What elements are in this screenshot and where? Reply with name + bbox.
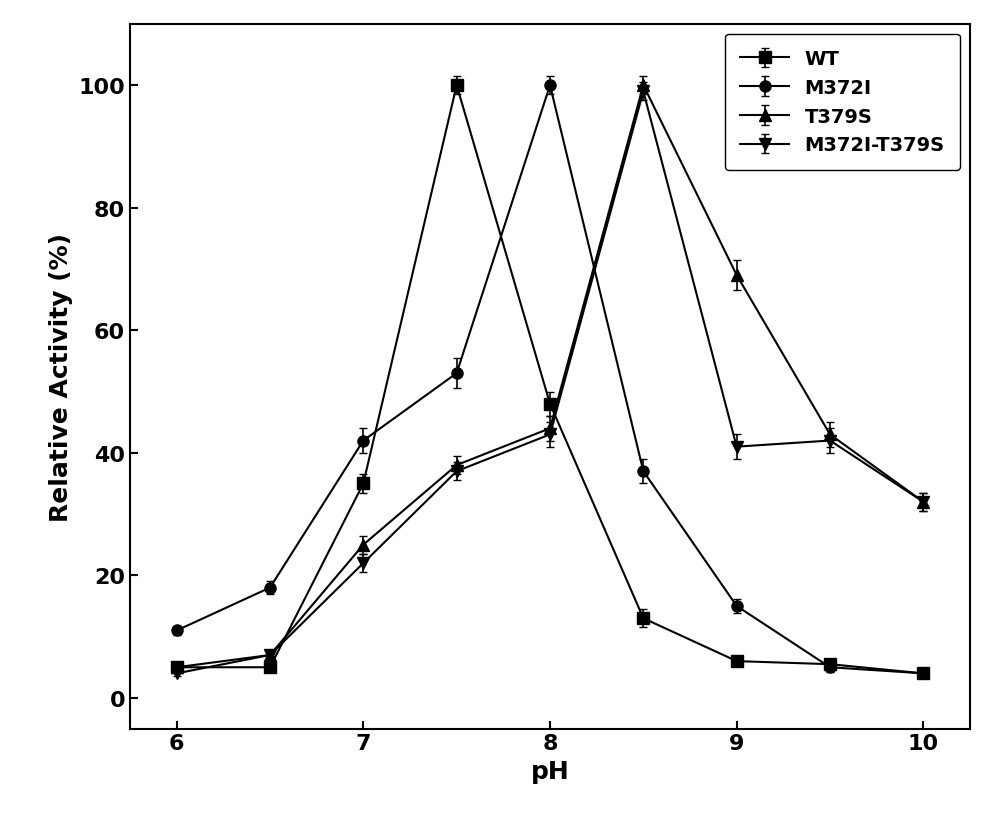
Legend: WT, M372I, T379S, M372I-T379S: WT, M372I, T379S, M372I-T379S	[725, 35, 960, 171]
Y-axis label: Relative Activity (%): Relative Activity (%)	[49, 233, 73, 521]
X-axis label: pH: pH	[531, 759, 569, 783]
